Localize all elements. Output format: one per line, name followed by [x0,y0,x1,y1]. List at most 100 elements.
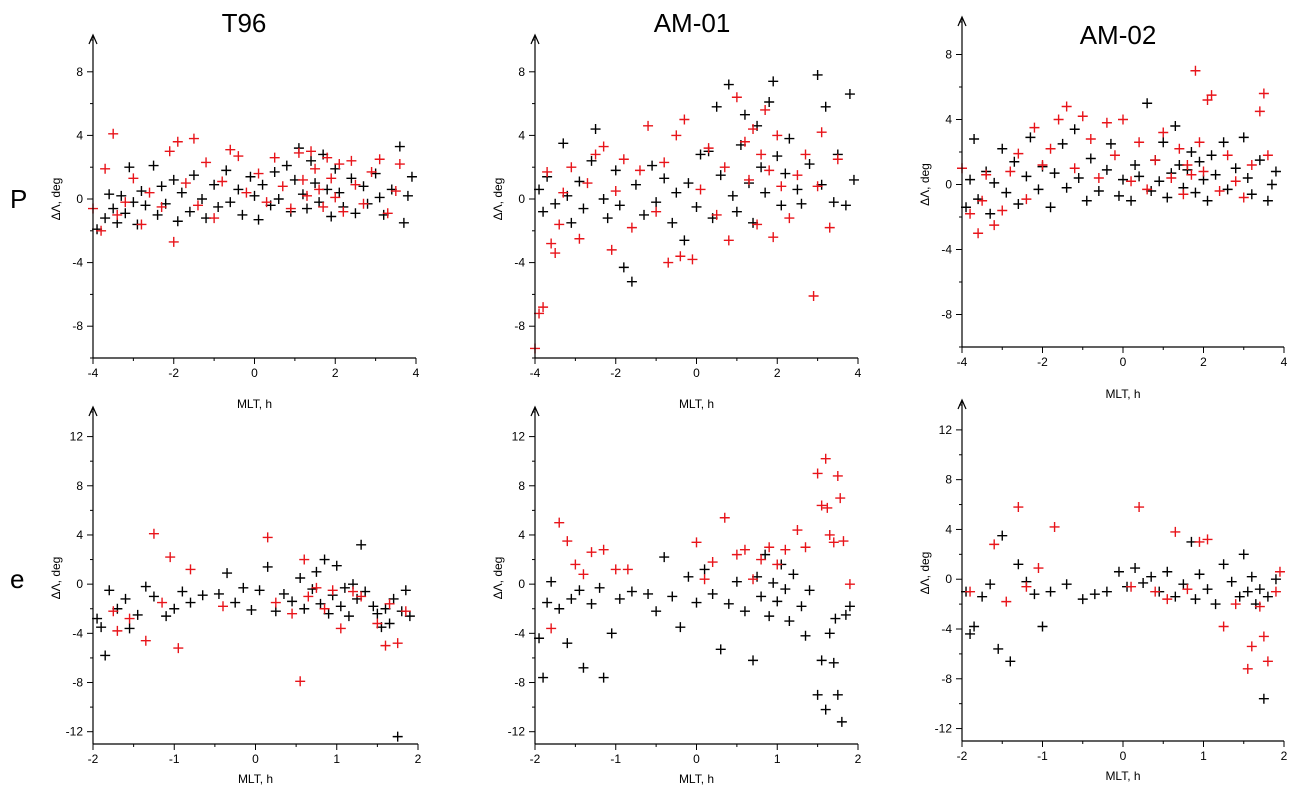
y-tick-label: 8 [76,65,83,79]
data-point-black [671,187,682,198]
data-point-red [671,130,682,141]
data-point-black [731,206,742,217]
data-point-red [816,127,827,138]
y-tick-label: 8 [518,479,525,493]
data-point-black [639,209,650,220]
data-point-black [598,672,609,683]
data-point-black [816,179,827,190]
data-point-black [756,591,767,602]
data-point-black [546,576,557,587]
data-point-black [1222,184,1233,195]
data-point-black [723,598,734,609]
data-point-black [651,197,662,208]
data-point-red [319,603,330,614]
data-point-black [643,588,654,599]
x-tick-label: -2 [168,366,179,380]
data-point-black [711,101,722,112]
data-point-black [538,206,549,217]
data-point-black [840,200,851,211]
data-point-red [1206,90,1217,101]
data-point-red [748,124,759,135]
data-point-black [1142,98,1153,109]
data-point-red [140,635,151,646]
data-point-black [727,190,738,201]
column-title-am-02: AM-02 [1080,20,1157,50]
data-point-black [844,89,855,100]
data-point-red [1242,663,1253,674]
data-point-black [326,211,337,222]
data-point-black [1085,153,1096,164]
data-point-red [723,235,734,246]
x-tick-label: -4 [88,366,99,380]
data-point-red [570,559,581,570]
data-point-red [1150,586,1161,597]
data-point-black [961,202,972,213]
x-axis-label: MLT, h [1105,769,1140,783]
y-tick-label: -12 [508,725,526,739]
data-point-black [1093,186,1104,196]
data-point-black [1190,187,1201,198]
data-point-black [249,190,260,201]
data-point-red [832,154,843,165]
y-tick-label: -4 [941,622,952,636]
x-tick-label: 1 [1200,749,1207,763]
data-point-red [1013,502,1024,513]
data-point-black [299,603,310,614]
x-tick-label: 0 [693,752,700,766]
data-point-red [1198,166,1209,177]
data-point-red [1029,122,1040,133]
data-point-red [792,525,803,536]
data-point-black [1270,166,1281,177]
data-point-black [989,177,1000,188]
data-point-black [848,174,859,185]
data-point-red [112,209,123,220]
data-point-red [1069,163,1080,174]
y-tick-label: 8 [76,479,83,493]
data-point-black [606,628,617,639]
data-point-black [768,577,779,588]
data-point-black [675,622,686,633]
data-point-black [784,616,795,627]
data-point-red [297,174,308,185]
data-point-black [287,596,298,607]
data-point-red [1049,521,1060,532]
data-point-black [185,597,196,608]
y-axis-label: ΔΛ, deg [491,557,505,600]
data-point-black [965,174,976,185]
data-point-black [124,162,135,173]
y-tick-label: -12 [935,722,953,736]
data-point-black [534,184,545,195]
data-point-red [1254,601,1265,612]
data-point-black [372,608,383,619]
data-point-black [828,197,839,208]
data-point-red [299,554,310,565]
data-point-black [1049,168,1060,179]
data-point-black [574,585,585,596]
data-point-black [172,216,183,227]
data-point-red [1238,192,1249,203]
data-point-black [136,186,147,197]
data-point-red [1005,166,1016,177]
data-point-red [1194,536,1205,547]
data-point-red [659,157,670,168]
y-tick-label: 4 [76,128,83,142]
data-point-red [981,169,992,180]
data-point-black [667,217,678,228]
data-point-black [306,155,317,166]
data-point-red [731,92,742,103]
data-point-black [358,181,369,192]
data-point-black [331,560,342,571]
data-point-black [388,593,399,604]
data-point-red [1182,584,1193,595]
data-point-red [346,155,357,166]
data-point-red [374,154,385,165]
data-point-black [356,539,367,550]
data-point-red [687,254,698,265]
x-tick-label: 0 [251,366,258,380]
data-point-black [699,564,710,575]
y-tick-label: -4 [941,243,952,257]
x-tick-label: -1 [610,752,621,766]
data-point-black [707,588,718,599]
data-point-black [772,596,783,607]
data-point-red [1246,160,1257,170]
